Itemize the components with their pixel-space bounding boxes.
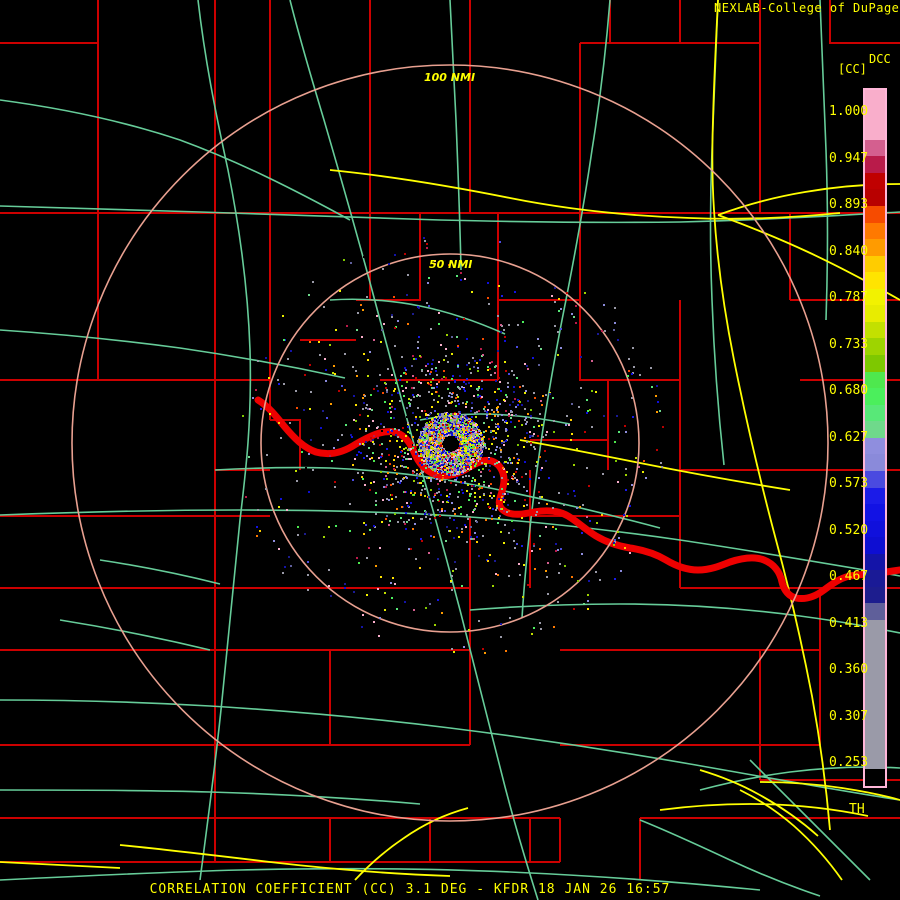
highways: [0, 0, 900, 881]
colorbar-segment: [865, 470, 885, 488]
colorbar-unit-label: [CC]: [838, 62, 867, 76]
colorbar-tick-label: 1.000: [829, 104, 869, 119]
colorbar-tick-label: 0.947: [829, 150, 869, 166]
colorbar-segment: [865, 686, 885, 703]
colorbar-segment: [865, 222, 885, 240]
colorbar-tick-label: 0.573: [829, 476, 869, 491]
colorbar-segment: [865, 620, 885, 637]
colorbar-segment: [865, 603, 885, 620]
colorbar-segment: [865, 355, 885, 372]
colorbar-segment: [865, 702, 885, 720]
range-ring-label-50nmi: 50 NMI: [429, 258, 473, 271]
colorbar-segment: [865, 537, 885, 554]
colorbar-scale[interactable]: [863, 88, 887, 788]
range-rings: [71, 64, 829, 822]
colorbar-product-code: DCC: [869, 52, 891, 66]
colorbar-segment: [865, 487, 885, 505]
range-ring-50nmi: [260, 253, 640, 633]
colorbar-tick-label: 0.627: [829, 429, 869, 445]
colorbar-segment: [865, 553, 885, 571]
colorbar-segment: [865, 239, 885, 256]
colorbar-segment: [865, 653, 885, 670]
colorbar-segment: [865, 321, 885, 339]
colorbar-segment: [865, 288, 885, 306]
colorbar-segment: [865, 205, 885, 223]
colorbar-tick-label: 0.787: [829, 290, 869, 305]
colorbar-segment: [865, 421, 885, 438]
branding-label: NEXLAB-College of DuPage: [714, 1, 900, 15]
colorbar-segment: [865, 404, 885, 422]
colorbar-segment: [865, 371, 885, 389]
colorbar-segment: [865, 305, 885, 322]
colorbar-segment: [865, 719, 885, 736]
colorbar-segment: [865, 669, 885, 687]
colorbar-segment: [865, 255, 885, 273]
colorbar-segment: [865, 454, 885, 471]
colorbar-tick-label: 0.733: [829, 336, 869, 352]
colorbar-segment: [865, 437, 885, 455]
colorbar-tick-label: 0.360: [829, 662, 869, 677]
colorbar-tick-label: 0.467: [829, 569, 869, 584]
radar-echo-layer: [242, 237, 664, 654]
range-ring-label-100nmi: 100 NMI: [424, 71, 476, 84]
colorbar-segment: [865, 139, 885, 157]
colorbar-segment: [865, 388, 885, 405]
colorbar-segment: [865, 338, 885, 355]
colorbar-segment: [865, 586, 885, 604]
colorbar-tick-label: 0.893: [829, 197, 869, 212]
colorbar-segment: [865, 520, 885, 538]
colorbar-segment: [865, 735, 885, 753]
colorbar-segment: [865, 504, 885, 521]
colorbar-segment: [865, 752, 885, 770]
status-bar: CORRELATION COEFFICIENT (CC) 3.1 DEG - K…: [149, 882, 671, 897]
range-ring-100nmi: [71, 64, 829, 822]
colorbar-segment: [865, 189, 885, 206]
colorbar-tick-label: 0.840: [829, 243, 869, 259]
colorbar-segment: [865, 172, 885, 190]
colorbar-tick-label: 0.253: [829, 755, 869, 770]
colorbar-segment: [865, 570, 885, 587]
colorbar-segment: [865, 123, 885, 140]
colorbar-segment: [865, 106, 885, 124]
colorbar-segment: [865, 769, 885, 786]
colorbar-segment: [865, 90, 885, 107]
colorbar-tick-label: 0.520: [829, 522, 869, 538]
state-border-river: [254, 396, 900, 602]
colorbar-segment: [865, 156, 885, 173]
colorbar-segment: [865, 272, 885, 289]
colorbar-tick-label: 0.680: [829, 383, 869, 398]
colorbar-segment: [865, 636, 885, 654]
colorbar-tick-label: 0.307: [829, 708, 869, 724]
colorbar-tick-label: 0.413: [829, 615, 869, 631]
colorbar-tick-label: TH: [849, 801, 865, 817]
